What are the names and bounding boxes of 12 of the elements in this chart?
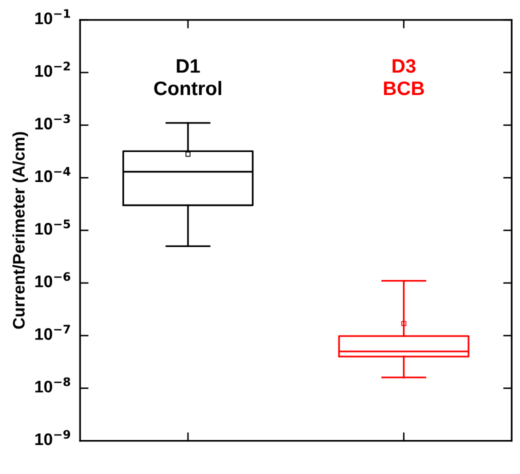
annotation: D3 BCB — [384, 59, 424, 96]
y-tick-label: 10$^{−4}$ — [35, 167, 70, 182]
annotation: D1 Control — [154, 59, 222, 96]
y-tick-label: 10$^{−3}$ — [35, 114, 70, 130]
y-tick-label: 10$^{−7}$ — [35, 324, 70, 340]
y-axis-title: Current/Perimeter (A/cm) — [12, 132, 28, 329]
y-tick-label: 10$^{−2}$ — [35, 62, 70, 77]
y-tick-label: 10$^{−6}$ — [35, 272, 70, 288]
y-tick-label: 10$^{−9}$ — [35, 430, 70, 446]
y-tick-label: 10$^{−1}$ — [35, 9, 70, 24]
y-tick-label: 10$^{−8}$ — [35, 377, 70, 393]
y-tick-label: 10$^{−5}$ — [35, 220, 70, 235]
